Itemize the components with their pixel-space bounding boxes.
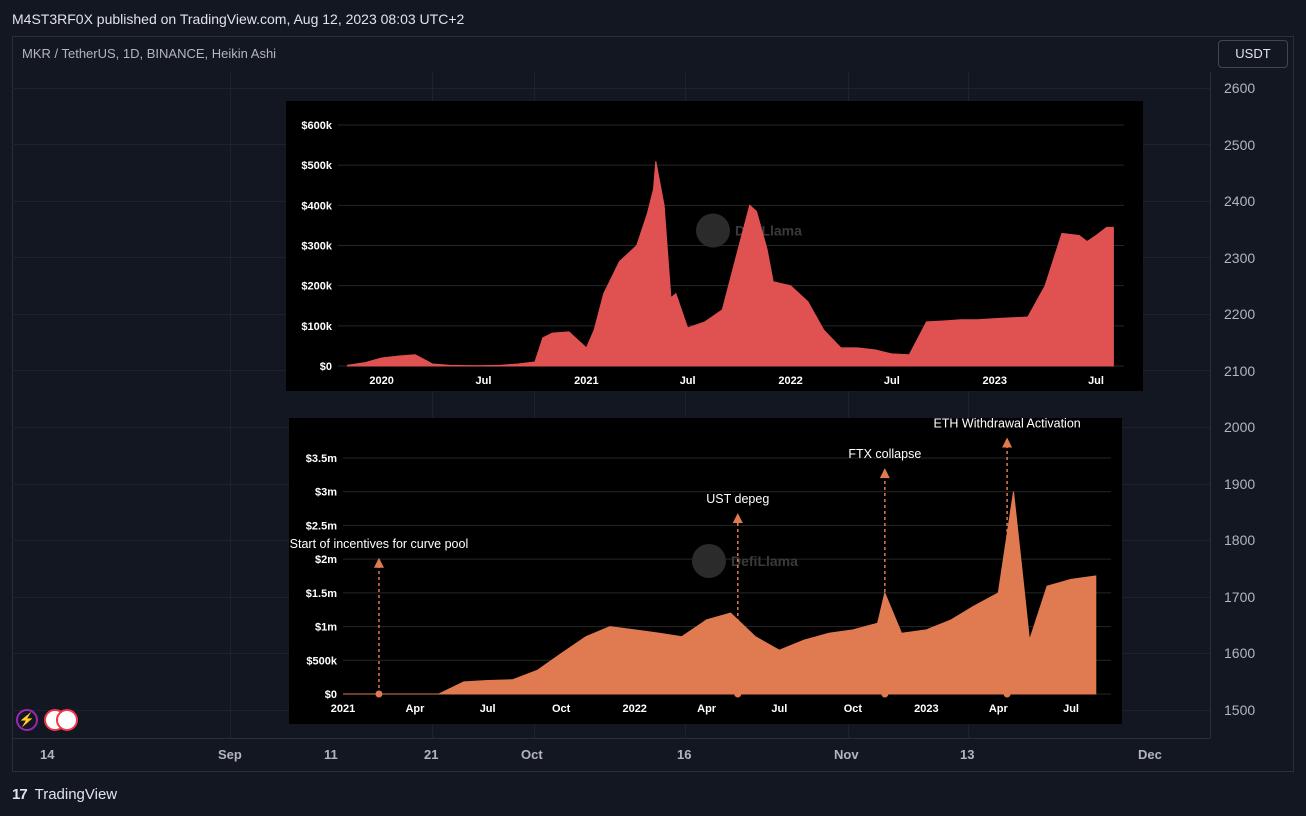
x-tick-label: 2020 [369, 375, 393, 387]
time-label: Sep [218, 747, 242, 762]
time-label: 13 [960, 747, 975, 762]
annotation-dot [881, 690, 889, 698]
time-label: Nov [834, 747, 859, 762]
x-tick-label: Jul [475, 375, 491, 387]
x-tick-label: 2023 [914, 703, 938, 715]
annotation-arrow [879, 468, 890, 479]
y-tick-label: $200k [301, 281, 332, 293]
publish-info: M4ST3RF0X published on TradingView.com, … [12, 11, 465, 27]
annotation-dot [1003, 690, 1011, 698]
x-tick-label: 2021 [574, 375, 598, 387]
time-label: 14 [40, 747, 55, 762]
y-tick-label: $400k [301, 200, 332, 212]
price-label: 2400 [1224, 193, 1256, 209]
annotation-label: ETH Withdrawal Activation [933, 418, 1080, 430]
fees-chart: $0 $500k $1m $1.5m $2m $2.5m $3m $3.5m DefiLlama… [290, 416, 1111, 715]
y-tick-label: $3m [315, 487, 337, 499]
y-tick-label: $600k [301, 120, 332, 132]
x-tick-label: Jul [480, 703, 496, 715]
y-tick-label: $2m [315, 554, 337, 566]
y-tick-label: $0 [325, 689, 337, 701]
price-label: 2100 [1224, 363, 1256, 379]
annotation-arrow [373, 557, 384, 568]
tvl-chart: $0$100k$200k$300k$400k$500k$600kDefiLlam… [301, 120, 1124, 387]
time-axis[interactable] [12, 738, 1210, 773]
annotation-label: FTX collapse [848, 447, 921, 461]
lightning-icon[interactable]: ⚡ [16, 709, 38, 731]
price-label: 2600 [1224, 80, 1256, 96]
x-tick-label: 2021 [331, 703, 355, 715]
x-tick-label: 2022 [778, 375, 802, 387]
x-tick-label: Jul [771, 703, 787, 715]
defillama-logo-icon [692, 544, 726, 578]
y-tick-label: $100k [301, 321, 332, 333]
series-area [347, 161, 1114, 367]
x-tick-label: Apr [697, 703, 717, 715]
price-label: 1600 [1224, 645, 1256, 661]
x-tick-label: 2022 [622, 703, 646, 715]
x-tick-label: Jul [1063, 703, 1079, 715]
annotation-label: Start of incentives for curve pool [290, 537, 469, 551]
annotation-arrow [732, 512, 743, 523]
x-tick-label: Jul [884, 375, 900, 387]
price-axis[interactable] [1210, 72, 1294, 738]
y-tick-label: $1.5m [306, 588, 337, 600]
defillama-logo-icon [696, 213, 730, 248]
tvl-chart-panel: $0 $100k $200k $300k $400k $500k $600k DefiLlam… [286, 101, 1143, 391]
y-tick-label: $500k [306, 655, 337, 667]
annotation-dot [734, 690, 742, 698]
x-tick-label: 2023 [983, 375, 1007, 387]
annotation-label: UST depeg [706, 492, 769, 506]
price-label: 1700 [1224, 589, 1256, 605]
time-label: Oct [521, 747, 543, 762]
annotation-dot [375, 690, 383, 698]
currency-unit-button[interactable]: USDT [1218, 40, 1288, 68]
time-label: 16 [677, 747, 692, 762]
watermark-text: DefiLlama [731, 553, 798, 569]
y-tick-label: $0 [320, 361, 332, 373]
x-tick-label: Jul [680, 375, 696, 387]
x-tick-label: Oct [552, 703, 571, 715]
price-label: 2500 [1224, 137, 1256, 153]
x-tick-label: Apr [989, 703, 1009, 715]
time-label: 11 [324, 747, 338, 762]
y-tick-label: $3.5m [306, 453, 337, 465]
annotation-arrow [1002, 437, 1013, 448]
brand-name: TradingView [34, 786, 118, 803]
y-tick-label: $500k [301, 160, 332, 172]
price-label: 1900 [1224, 476, 1256, 492]
price-label: 1500 [1224, 702, 1256, 718]
us-flag-icon[interactable] [56, 709, 78, 731]
y-tick-label: $2.5m [306, 520, 337, 532]
x-tick-label: Apr [405, 703, 425, 715]
x-tick-label: Jul [1088, 375, 1104, 387]
x-tick-label: Oct [844, 703, 863, 715]
y-tick-label: $300k [301, 241, 332, 253]
price-label: 2200 [1224, 306, 1256, 322]
y-tick-label: $1m [315, 622, 337, 634]
publish-header: M4ST3RF0X published on TradingView.com, … [0, 0, 1306, 36]
price-label: 2300 [1224, 250, 1256, 266]
time-label: 21 [424, 747, 439, 762]
price-label: 2000 [1224, 419, 1256, 435]
price-label: 1800 [1224, 532, 1256, 548]
time-label: Dec [1138, 747, 1162, 762]
series-area [343, 491, 1097, 695]
footer-brand[interactable]: 17 TradingView [12, 786, 117, 803]
fees-chart-panel: $0 $500k $1m $1.5m $2m $2.5m $3m $3.5m DefiLlama… [289, 416, 1122, 724]
tradingview-logo-icon: 17 [12, 786, 28, 803]
symbol-title[interactable]: MKR / TetherUS, 1D, BINANCE, Heikin Ashi [22, 46, 277, 61]
